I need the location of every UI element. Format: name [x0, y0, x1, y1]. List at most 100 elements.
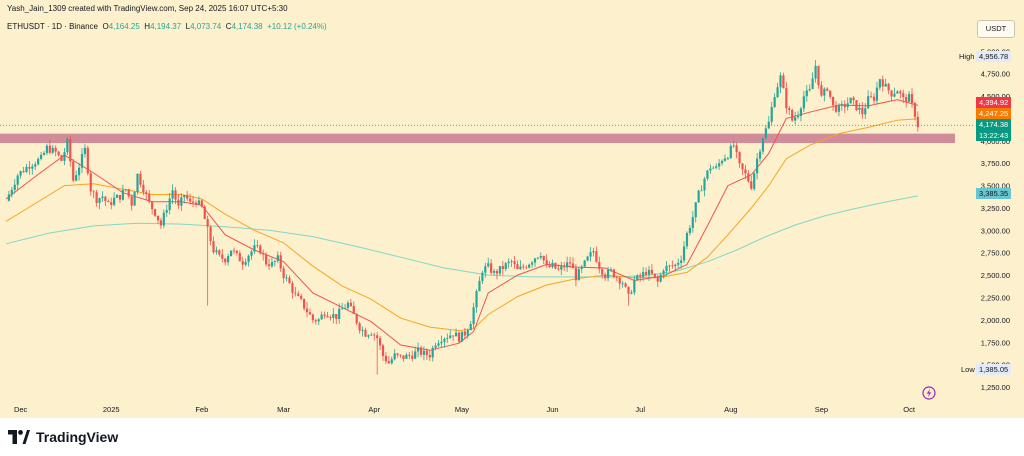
tradingview-logo[interactable]: TradingView — [8, 427, 118, 447]
candle — [633, 275, 636, 296]
low-tag-value: 1,385.05 — [976, 364, 1012, 375]
candle — [566, 256, 569, 272]
candle — [189, 193, 192, 205]
candle — [791, 108, 794, 122]
price-chart[interactable]: 5,000.004,750.004,500.004,250.004,000.00… — [0, 0, 1024, 418]
candle — [513, 255, 516, 269]
lightning-icon[interactable] — [922, 386, 936, 400]
candle-body — [130, 196, 133, 206]
candle — [568, 256, 572, 268]
candle-body — [349, 302, 352, 306]
candle — [650, 264, 653, 275]
candle — [802, 91, 805, 113]
candle — [235, 250, 238, 256]
candle — [580, 264, 583, 274]
candle-body — [177, 199, 180, 206]
candle — [773, 93, 776, 108]
candle-body — [13, 184, 16, 190]
candle — [241, 256, 244, 271]
candle-body — [180, 197, 183, 206]
candle-body — [884, 83, 887, 87]
candle-body — [215, 250, 218, 253]
candle-body — [60, 155, 63, 161]
candle-body — [303, 298, 306, 309]
candle — [490, 259, 493, 275]
candle-body — [127, 189, 130, 197]
candle — [525, 265, 528, 270]
candle — [440, 335, 443, 348]
candle-body — [896, 91, 899, 94]
candle — [294, 286, 297, 297]
ohlc-legend[interactable]: ETHUSDT · 1D · Binance O4,164.25 H4,194.… — [7, 22, 327, 31]
candle — [7, 190, 11, 202]
candle-body — [329, 317, 332, 318]
candle-body — [294, 292, 297, 294]
candle — [761, 137, 765, 155]
candle — [741, 163, 744, 175]
candle-body — [533, 258, 537, 263]
candle-body — [662, 270, 665, 275]
candle-body — [671, 265, 674, 267]
candle — [577, 267, 580, 281]
candle-body — [139, 173, 142, 185]
candle-body — [66, 138, 69, 153]
candle-body — [530, 262, 534, 265]
candle-body — [22, 171, 25, 173]
candle — [77, 162, 81, 181]
candle — [469, 320, 472, 331]
candle — [349, 298, 352, 307]
candle-body — [773, 97, 776, 108]
candle-body — [545, 260, 548, 266]
candle — [346, 300, 350, 310]
candle-body — [364, 329, 367, 337]
candle — [837, 103, 841, 117]
candle — [685, 231, 689, 250]
currency-button[interactable]: USDT — [977, 20, 1015, 38]
candle-body — [788, 108, 791, 110]
candle-body — [656, 276, 659, 282]
chart-area[interactable]: 5,000.004,750.004,500.004,250.004,000.00… — [0, 0, 1024, 418]
candle — [37, 157, 40, 166]
candle-body — [361, 329, 364, 331]
candle — [902, 89, 905, 104]
candle-body — [548, 265, 551, 268]
candle-body — [542, 256, 545, 261]
x-tick-label: 2025 — [103, 405, 120, 414]
candle — [232, 247, 236, 255]
candle-body — [592, 251, 595, 253]
candle — [478, 276, 481, 292]
candle — [224, 257, 227, 266]
candle — [443, 337, 446, 348]
symbol-name[interactable]: ETHUSDT · 1D · Binance — [7, 22, 98, 31]
candle — [42, 150, 46, 156]
candle-body — [98, 198, 101, 203]
candle-body — [428, 355, 431, 358]
high-label: H — [144, 22, 151, 31]
candle — [697, 189, 700, 204]
candle — [674, 263, 677, 272]
candle — [665, 260, 668, 276]
candle — [425, 348, 428, 361]
candle-body — [852, 97, 855, 101]
candle-body — [133, 192, 136, 206]
candle-body — [913, 103, 917, 117]
candle-body — [434, 345, 437, 348]
candle-body — [19, 171, 22, 176]
candle-body — [332, 314, 335, 318]
candle — [361, 326, 364, 337]
candle — [113, 192, 116, 207]
candle — [659, 272, 662, 283]
candle — [826, 87, 829, 92]
candle-body — [259, 245, 262, 254]
candle — [484, 262, 487, 278]
candle-body — [72, 161, 75, 181]
candle-body — [241, 261, 244, 265]
candle — [256, 240, 259, 249]
candle — [542, 255, 545, 265]
candle — [814, 60, 817, 83]
candle-body — [384, 355, 388, 362]
candle — [642, 267, 645, 282]
candle-body — [598, 261, 601, 270]
candle — [16, 173, 19, 190]
candle — [700, 185, 703, 192]
